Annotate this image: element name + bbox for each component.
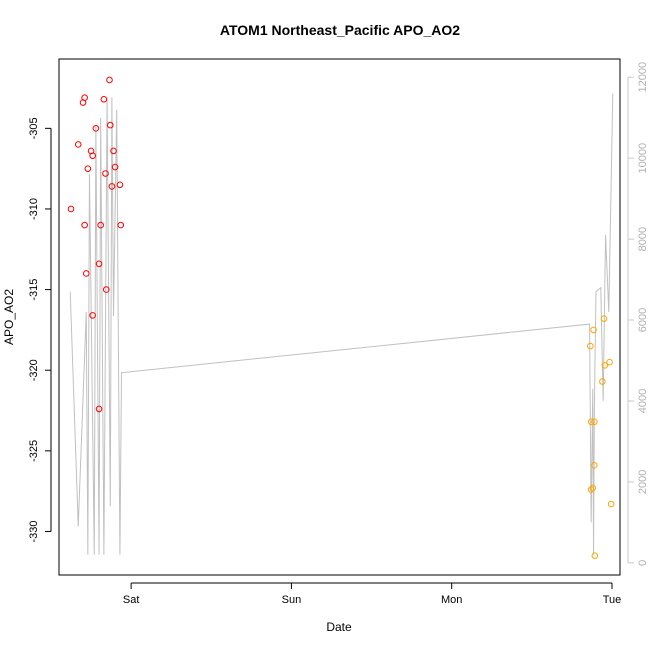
data-point (95, 405, 103, 413)
data-point (116, 181, 124, 189)
data-point (97, 221, 104, 229)
data-point (599, 378, 606, 385)
data-point (82, 270, 90, 277)
y-tick-label: -320 (28, 359, 40, 381)
y-axis-label: APO_AO2 (2, 289, 16, 345)
plot-area-frame (58, 58, 621, 576)
data-point (606, 358, 613, 366)
data-points (67, 76, 615, 559)
x-tick-label: Sun (282, 594, 302, 606)
x-axis-label: Date (326, 620, 352, 634)
data-point (587, 418, 595, 426)
y2-axis: 0 2000 4000 6000 8000 10000 12000 (627, 62, 649, 566)
data-point (600, 315, 608, 322)
y2-tick-label: 4000 (637, 389, 649, 413)
secondary-series-line (69, 93, 614, 555)
data-point (587, 486, 595, 493)
y2-tick-label: 6000 (637, 308, 649, 332)
data-point (589, 484, 597, 492)
data-point (92, 125, 100, 132)
y2-tick-label: 8000 (637, 227, 649, 251)
secondary-line-path (69, 93, 614, 555)
chart-title: ATOM1 Northeast_Pacific APO_AO2 (220, 22, 460, 38)
data-point (607, 500, 615, 508)
x-axis: Sat Sun Mon Tue (123, 582, 622, 606)
y-tick-label: -315 (28, 279, 40, 301)
data-point (590, 326, 597, 334)
data-point (74, 141, 82, 148)
data-point (81, 94, 88, 101)
y2-tick-label: 10000 (637, 143, 649, 174)
data-point (591, 418, 598, 426)
data-point (106, 121, 114, 129)
data-point (106, 76, 113, 84)
data-point (100, 96, 108, 103)
data-point (67, 205, 75, 213)
data-point (111, 163, 119, 171)
data-point (102, 286, 110, 293)
y-tick-label: -305 (28, 117, 40, 139)
data-point (110, 147, 117, 155)
x-tick-label: Tue (603, 594, 622, 606)
y-axis: -330 -325 -320 -315 -310 -305 (28, 117, 52, 542)
x-tick-label: Mon (441, 594, 462, 606)
y2-tick-label: 2000 (637, 470, 649, 494)
data-point (95, 260, 103, 268)
y-tick-label: -310 (28, 198, 40, 220)
y-tick-label: -325 (28, 440, 40, 462)
data-point (89, 312, 96, 319)
data-point (89, 152, 96, 160)
data-point (84, 165, 92, 172)
data-point (587, 342, 594, 350)
y2-tick-label: 12000 (637, 62, 649, 93)
data-point (81, 221, 88, 229)
data-point (601, 362, 609, 369)
data-point (102, 170, 109, 177)
x-tick-label: Sat (123, 594, 140, 606)
data-point (591, 462, 598, 469)
y-tick-label: -330 (28, 520, 40, 542)
data-point (117, 221, 125, 229)
data-point (108, 183, 116, 190)
y2-tick-label: 0 (637, 560, 649, 566)
data-point (591, 552, 599, 559)
